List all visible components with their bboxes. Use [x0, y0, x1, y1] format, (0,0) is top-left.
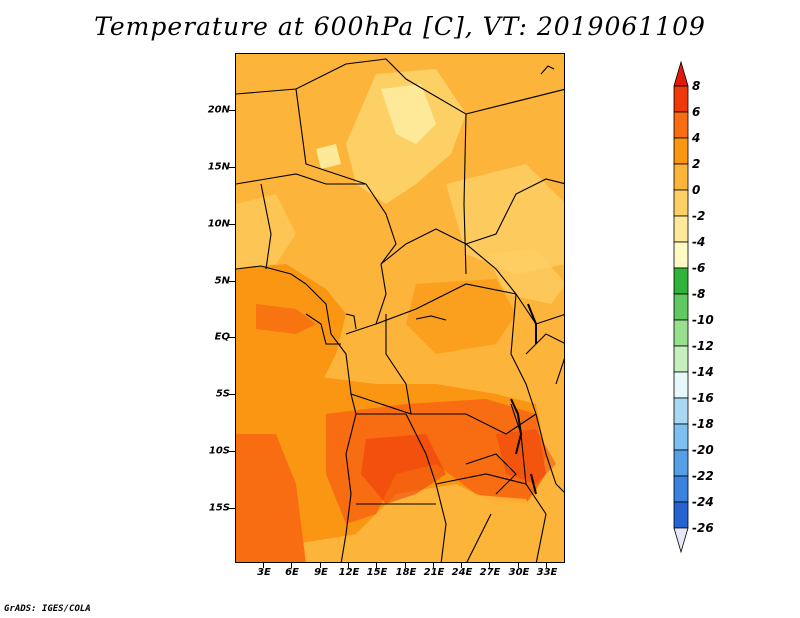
field-2-4-zambia	[456, 494, 546, 562]
lon-tick	[518, 563, 519, 568]
lon-label-27e: 27E	[479, 567, 501, 578]
colorbar-label: -16	[692, 391, 714, 405]
lon-tick	[320, 563, 321, 568]
colorbar-label: -4	[692, 235, 706, 249]
lon-label-21e: 21E	[423, 567, 445, 578]
map-title: Temperature at 600hPa [C], VT: 201906110…	[94, 12, 706, 41]
lon-tick	[291, 563, 292, 568]
colorbar-label: -18	[692, 417, 714, 431]
colorbar-label: -26	[692, 521, 714, 535]
colorbar-segment	[673, 475, 689, 503]
colorbar-label: 4	[692, 131, 701, 145]
colorbar-segment	[673, 293, 689, 321]
colorbar-top-arrow	[673, 60, 689, 87]
colorbar-segment	[673, 137, 689, 165]
colorbar-label: -2	[692, 209, 706, 223]
lon-label-12e: 12E	[338, 567, 360, 578]
lon-label-9e: 9E	[314, 567, 328, 578]
lon-tick	[461, 563, 462, 568]
colorbar-label: -8	[692, 287, 706, 301]
colorbar-segment	[673, 397, 689, 425]
lat-tick	[229, 337, 235, 338]
lat-tick	[229, 508, 235, 509]
lon-tick	[489, 563, 490, 568]
colorbar-label: 6	[692, 105, 701, 119]
colorbar-bottom-arrow	[673, 527, 689, 554]
footer-credit: GrADS: IGES/COLA	[4, 604, 91, 614]
lon-tick	[546, 563, 547, 568]
colorbar-segment	[673, 111, 689, 139]
field-0-2-sudan	[486, 249, 564, 304]
colorbar-segment	[673, 423, 689, 451]
lon-label-33e: 33E	[536, 567, 558, 578]
lakes	[510, 303, 537, 495]
colorbar-label: 2	[692, 157, 701, 171]
lon-label-3e: 3E	[257, 567, 271, 578]
colorbar-segment	[673, 163, 689, 191]
colorbar-segment	[673, 449, 689, 477]
colorbar-label: 0	[692, 183, 701, 197]
field-0-2-east	[446, 164, 564, 274]
colorbar-label: -6	[692, 261, 706, 275]
colorbar-segment	[673, 85, 689, 113]
colorbar-segment	[673, 501, 689, 529]
colorbar-label: 8	[692, 79, 701, 93]
temperature-field	[236, 54, 564, 562]
colorbar-label: -24	[692, 495, 714, 509]
lat-tick	[229, 281, 235, 282]
colorbar-segment	[673, 371, 689, 399]
field-4-6-central	[406, 279, 516, 354]
lat-tick	[229, 451, 235, 452]
map-panel	[235, 53, 565, 563]
lon-tick	[376, 563, 377, 568]
lon-label-30e: 30E	[508, 567, 530, 578]
colorbar	[673, 60, 689, 554]
field-minus2-0-spot	[316, 144, 341, 169]
field-minus2-0-core	[381, 84, 436, 144]
colorbar-label: -14	[692, 365, 714, 379]
lat-label-5s: 5S	[215, 388, 230, 400]
field-0-2-west	[236, 194, 296, 269]
country-borders	[236, 58, 564, 562]
lat-label-15s: 15S	[208, 502, 230, 514]
lat-tick	[229, 167, 235, 168]
field-6-8-gulf-spot	[256, 304, 316, 334]
colorbar-segment	[673, 267, 689, 295]
lon-label-15e: 15E	[366, 567, 388, 578]
colorbar-segment	[673, 189, 689, 217]
lat-label-10n: 10N	[207, 218, 230, 230]
colorbar-label: -20	[692, 443, 714, 457]
colorbar-segment	[673, 345, 689, 373]
lat-label-15n: 15N	[207, 161, 230, 173]
colorbar-label: -12	[692, 339, 714, 353]
lon-label-6e: 6E	[285, 567, 299, 578]
lat-tick	[229, 394, 235, 395]
colorbar-label: -22	[692, 469, 714, 483]
lat-tick	[229, 110, 235, 111]
lat-label-10s: 10S	[208, 445, 230, 457]
lon-tick	[405, 563, 406, 568]
field-6-8-east-core	[496, 429, 556, 484]
colorbar-label: -10	[692, 313, 714, 327]
lon-label-24e: 24E	[451, 567, 473, 578]
colorbar-segment	[673, 319, 689, 347]
lat-tick	[229, 224, 235, 225]
colorbar-segment	[673, 241, 689, 269]
colorbar-segment	[673, 215, 689, 243]
lon-tick	[348, 563, 349, 568]
lon-label-18e: 18E	[395, 567, 417, 578]
lat-label-20n: 20N	[207, 104, 230, 116]
lon-tick	[433, 563, 434, 568]
field-6-8-atlantic	[236, 434, 306, 562]
lat-label-5n: 5N	[214, 275, 230, 287]
lat-label-eq: EQ	[214, 331, 230, 343]
lon-tick	[263, 563, 264, 568]
